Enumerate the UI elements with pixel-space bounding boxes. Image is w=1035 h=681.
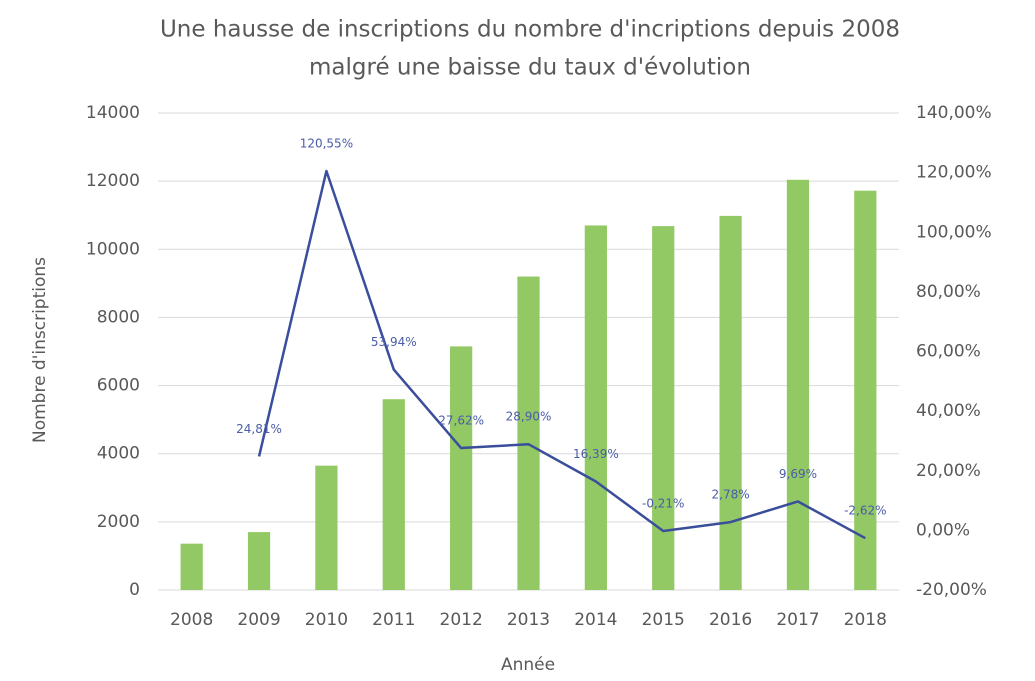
chart-title: malgré une baisse du taux d'évolution (309, 55, 751, 81)
bar (180, 543, 203, 590)
bar (652, 226, 675, 591)
y-tick-label: 2000 (97, 512, 140, 532)
y-axis-label: Nombre d'inscriptions (30, 257, 50, 443)
data-label: 16,39% (573, 447, 619, 461)
y2-tick-label: 0,00% (916, 520, 970, 540)
x-tick-label: 2013 (507, 610, 550, 630)
bar (450, 346, 473, 590)
data-label: -0,21% (642, 497, 684, 511)
y2-tick-label: 20,00% (916, 461, 981, 481)
y-tick-label: 0 (129, 580, 140, 600)
y2-tick-label: 140,00% (916, 103, 992, 123)
x-tick-label: 2009 (237, 610, 280, 630)
x-tick-label: 2016 (709, 610, 752, 630)
data-label: 120,55% (300, 136, 353, 150)
data-label: 2,78% (712, 488, 750, 502)
y2-tick-label: 40,00% (916, 401, 981, 421)
bar (382, 399, 405, 590)
y-tick-label: 10000 (86, 239, 140, 259)
bar (315, 465, 338, 590)
data-label: 9,69% (779, 467, 817, 481)
x-tick-label: 2010 (305, 610, 348, 630)
bar (854, 190, 877, 590)
y-tick-label: 6000 (97, 376, 140, 396)
chart-title: Une hausse de inscriptions du nombre d'i… (160, 17, 900, 43)
x-tick-label: 2011 (372, 610, 415, 630)
y-tick-label: 14000 (86, 103, 140, 123)
y2-tick-label: 100,00% (916, 222, 992, 242)
x-tick-label: 2015 (642, 610, 685, 630)
y2-tick-label: 80,00% (916, 282, 981, 302)
y-tick-label: 8000 (97, 307, 140, 327)
bar (247, 532, 271, 590)
y2-tick-label: 120,00% (916, 163, 992, 183)
data-label: 27,62% (438, 414, 484, 428)
bar (786, 179, 810, 590)
line (257, 169, 866, 540)
y-tick-label: 12000 (86, 171, 140, 191)
x-tick-label: 2017 (776, 610, 819, 630)
y2-tick-label: -20,00% (916, 580, 987, 600)
data-label: -2,62% (844, 504, 886, 518)
x-tick-label: 2008 (170, 610, 213, 630)
y2-tick-label: 60,00% (916, 342, 981, 362)
x-axis-label: Année (501, 655, 555, 675)
bar (719, 215, 742, 590)
y-tick-label: 4000 (97, 444, 140, 464)
x-tick-label: 2012 (440, 610, 483, 630)
x-tick-label: 2014 (574, 610, 617, 630)
data-label: 24,81% (236, 422, 282, 436)
bar (517, 276, 540, 590)
data-label: 53,94% (371, 335, 417, 349)
x-tick-label: 2018 (844, 610, 887, 630)
data-label: 28,90% (506, 410, 552, 424)
bar (584, 225, 607, 590)
